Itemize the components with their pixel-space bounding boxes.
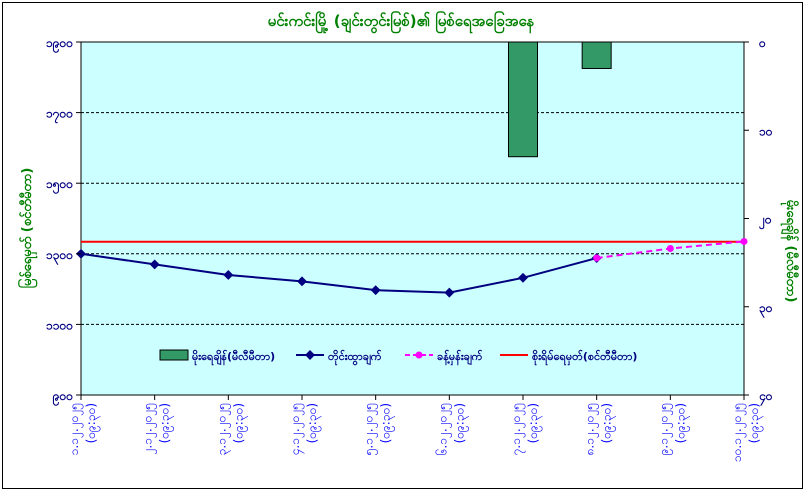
rainfall-bar (508, 41, 538, 158)
observed-point (223, 270, 234, 280)
chart: မင်းကင်းမြို့ (ချင်းတွင်းမြစ်)၏ မြစ်ရေအခ… (17, 10, 800, 462)
right-axis-tick-label: ၂၀ (758, 213, 772, 231)
x-axis-time-label: (၀၉:၃၀) (305, 403, 322, 443)
chart-title: မင်းကင်းမြို့ (ချင်းတွင်းမြစ်)၏ မြစ်ရေအခ… (268, 10, 535, 34)
x-axis-date-label: ၉.၁၂.၂၀၂၅ (656, 403, 673, 455)
observed-point (149, 259, 160, 270)
x-axis-date-label: ၃.၁၂.၂၀၂၅ (214, 403, 231, 455)
left-axis-tick-label: ၁၅၀၀ (46, 177, 73, 195)
left-axis-tick-label: ၁၃၀၀ (46, 248, 73, 266)
observed-point (518, 272, 528, 283)
legend-marker-forecast (415, 351, 423, 359)
left-axis-tick-label: ၉၀၀ (52, 389, 74, 407)
legend-label: တိုင်းထွာချက် (328, 349, 382, 366)
legend-swatch-rainfall (159, 349, 189, 361)
x-axis-time-label: (၀၉:၃၀) (526, 403, 543, 443)
x-axis-time-label: (၀၉:၃၀) (231, 403, 248, 443)
left-axis-tick-label: ၁၇၀၀ (46, 107, 73, 125)
plot-area (80, 41, 745, 396)
right-axis-tick-label: ၄၀ (758, 389, 773, 407)
x-axis-ticks: ၁.၁၂.၂၀၂၅ (၀၉:၃၀) ၂.၁၂.၂၀၂၅ (၀၉:၃၀) ၃.၁၂.၂၀၂… (67, 395, 764, 462)
x-axis-time-label: (၀၉:၃၀) (84, 403, 101, 443)
legend-label: စိုးရိမ်ရေမှတ်(စင်တီမီတာ) (532, 349, 637, 366)
x-axis-date-label: ၁.၁၂.၂၀၂၅ (67, 403, 84, 455)
observed-point (444, 287, 455, 298)
right-axis-tick-label: ၁၀ (759, 124, 773, 138)
left-axis-tick-label: ၁၉၀၀ (46, 36, 73, 54)
gridlines (81, 112, 744, 325)
legend-label: မိုးရေချိန်(မီလီမီတာ) (192, 349, 275, 366)
x-axis-time-label: (၀၉:၃၀) (379, 403, 396, 443)
x-axis-time-label: (၀၉:၃၀) (747, 403, 764, 443)
rainfall-bar (581, 41, 612, 69)
right-axis-label: မိုးရေချိန် (မီလီမီတာ) (780, 200, 800, 303)
left-axis-label: မြစ်ရေမှတ် (စင်တီမီတာ) (17, 168, 38, 289)
forecast-point (666, 245, 674, 253)
x-axis-time-label: (၀၉:၃၀) (673, 403, 690, 443)
legend-marker-observed (305, 350, 315, 360)
x-axis-date-label: ၄.၁၂.၂၀၂၅ (288, 403, 305, 455)
legend-label: ခန့်မှန်းချက် (437, 349, 483, 366)
x-axis-time-label: (၀၉:၃၀) (452, 403, 469, 443)
observed-point (370, 285, 381, 296)
x-axis-date-label: ၈.၁၂.၂၀၂၅ (583, 403, 600, 455)
x-axis-date-label: ၁၀.၁၂.၂၀၂၅ (730, 403, 747, 462)
water-level-lines (76, 237, 748, 298)
observed-line (80, 252, 597, 294)
observed-point (297, 276, 307, 287)
chart-frame: မင်းကင်းမြို့ (ချင်းတွင်းမြစ်)၏ မြစ်ရေအခ… (2, 2, 803, 489)
rainfall-bars (508, 41, 612, 158)
x-axis-time-label: (၀၉:၃၀) (600, 403, 617, 443)
x-axis-date-label: ၇.၁၂.၂၀၂၅ (509, 403, 526, 455)
forecast-point (740, 237, 748, 245)
right-axis-tick-label: ၃၀ (759, 301, 773, 319)
legend: မိုးရေချိန်(မီလီမီတာ) တိုင်းထွာချက် ခန့်မှ… (159, 349, 637, 366)
right-axis-tick-label: ၀ (758, 36, 766, 50)
forecast-point (593, 254, 601, 262)
x-axis-date-label: ၆.၁၂.၂၀၂၅ (434, 403, 452, 455)
x-axis-time-label: (၀၉:၃၀) (158, 403, 175, 443)
x-axis-date-label: ၅.၁၂.၂၀၂၅ (362, 403, 379, 455)
x-axis-date-label: ၂.၁၂.၂၀၂၅ (141, 403, 158, 454)
left-axis-tick-label: ၁၁၀၀ (46, 318, 73, 332)
